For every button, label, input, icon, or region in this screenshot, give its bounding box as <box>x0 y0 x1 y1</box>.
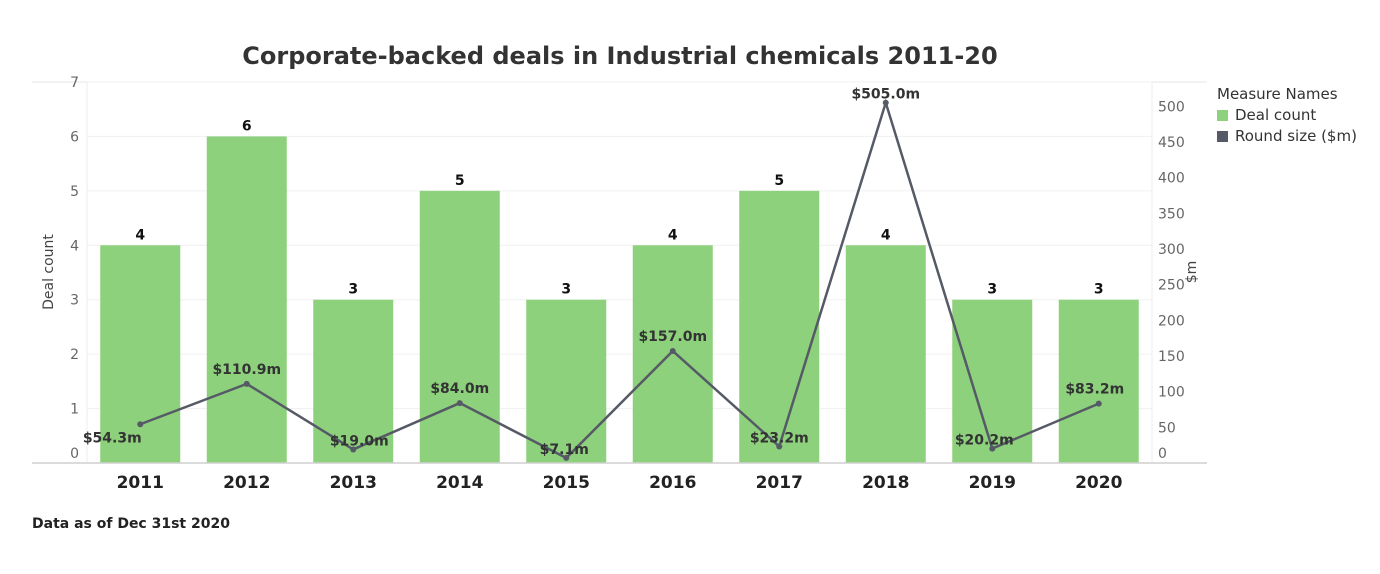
bar-2013 <box>313 299 394 463</box>
bar-2016 <box>632 245 713 463</box>
x-tick-label: 2011 <box>117 473 164 493</box>
round-size-point-2018 <box>882 99 889 106</box>
legend-swatch <box>1217 130 1228 142</box>
line-data-label: $19.0m <box>330 433 389 449</box>
x-tick-label: 2017 <box>756 473 803 493</box>
y-tick-label: 2 <box>70 347 79 363</box>
y2-tick-label: 0 <box>1158 446 1167 462</box>
y2-axis-title: $m <box>1184 261 1200 284</box>
line-data-label: $20.2m <box>955 433 1014 449</box>
bar-data-label: 4 <box>135 227 145 243</box>
line-data-label: $110.9m <box>212 362 281 378</box>
bar-data-label: 4 <box>668 227 678 243</box>
legend-label: Deal count <box>1235 106 1317 124</box>
legend-item-deal-count[interactable]: Deal count <box>1217 106 1357 124</box>
bar-2020 <box>1058 299 1139 463</box>
round-size-point-2013 <box>350 446 357 453</box>
legend-item-round-size[interactable]: Round size ($m) <box>1217 127 1357 145</box>
legend-title: Measure Names <box>1217 85 1338 103</box>
bar-2012 <box>206 136 287 463</box>
y2-tick-label: 450 <box>1158 135 1185 151</box>
bar-2019 <box>952 299 1033 463</box>
round-size-point-2016 <box>669 347 676 354</box>
x-tick-label: 2016 <box>649 473 696 493</box>
bar-data-label: 4 <box>881 227 891 243</box>
line-data-label: $505.0m <box>851 87 920 103</box>
line-data-label: $7.1m <box>540 442 589 458</box>
y2-tick-label: 400 <box>1158 171 1185 187</box>
bar-data-label: 6 <box>242 118 252 134</box>
bar-data-label: 3 <box>1094 282 1104 298</box>
round-size-point-2014 <box>456 400 463 407</box>
y-tick-label: 6 <box>70 129 79 145</box>
y2-tick-label: 300 <box>1158 242 1185 258</box>
bar-2014 <box>419 190 500 463</box>
x-tick-label: 2015 <box>543 473 590 493</box>
bar-2018 <box>845 245 926 463</box>
y-tick-label: 5 <box>70 184 79 200</box>
round-size-line <box>139 98 1100 460</box>
bar-2015 <box>526 299 607 463</box>
y2-tick-label: 200 <box>1158 313 1185 329</box>
legend-swatch <box>1217 109 1228 121</box>
bar-data-label: 5 <box>455 173 465 189</box>
line-data-label: $84.0m <box>430 381 489 397</box>
line-data-label: $157.0m <box>638 329 707 345</box>
y-tick-label: 7 <box>70 75 79 91</box>
x-tick-label: 2014 <box>436 473 483 493</box>
bar-data-label: 3 <box>561 282 571 298</box>
legend-label: Round size ($m) <box>1235 127 1357 145</box>
x-tick-label: 2019 <box>969 473 1016 493</box>
y2-tick-label: 100 <box>1158 385 1185 401</box>
line-data-label: $83.2m <box>1065 382 1124 398</box>
round-size-point-2019 <box>989 445 996 452</box>
round-size-point-2012 <box>243 380 250 387</box>
y-tick-label: 1 <box>70 402 79 418</box>
line-data-label: $54.3m <box>83 430 142 446</box>
bar-data-label: 5 <box>774 173 784 189</box>
round-size-point-2017 <box>776 443 783 450</box>
x-tick-label: 2012 <box>223 473 270 493</box>
line-data-label: $23.2m <box>750 430 809 446</box>
y2-tick-label: 50 <box>1158 420 1176 436</box>
round-size-point-2011 <box>137 421 144 428</box>
bar-data-label: 3 <box>987 282 997 298</box>
footnote: Data as of Dec 31st 2020 <box>32 516 230 532</box>
y-axis-title: Deal count <box>41 234 57 310</box>
y2-tick-label: 250 <box>1158 278 1185 294</box>
y2-tick-label: 500 <box>1158 99 1185 115</box>
y-tick-label: 4 <box>70 238 79 254</box>
legend: Measure Names Deal count Round size ($m) <box>1217 85 1357 145</box>
y-tick-label: 3 <box>70 293 79 309</box>
y2-tick-label: 150 <box>1158 349 1185 365</box>
round-size-point-2020 <box>1095 400 1102 407</box>
x-tick-label: 2020 <box>1075 473 1122 493</box>
bar-data-label: 3 <box>348 282 358 298</box>
y2-tick-label: 350 <box>1158 206 1185 222</box>
x-tick-label: 2013 <box>330 473 377 493</box>
chart-title: Corporate-backed deals in Industrial che… <box>242 42 998 70</box>
bar-2017 <box>739 190 820 463</box>
y-tick-label: 0 <box>70 446 79 462</box>
x-tick-label: 2018 <box>862 473 909 493</box>
round-size-point-2015 <box>563 454 570 461</box>
